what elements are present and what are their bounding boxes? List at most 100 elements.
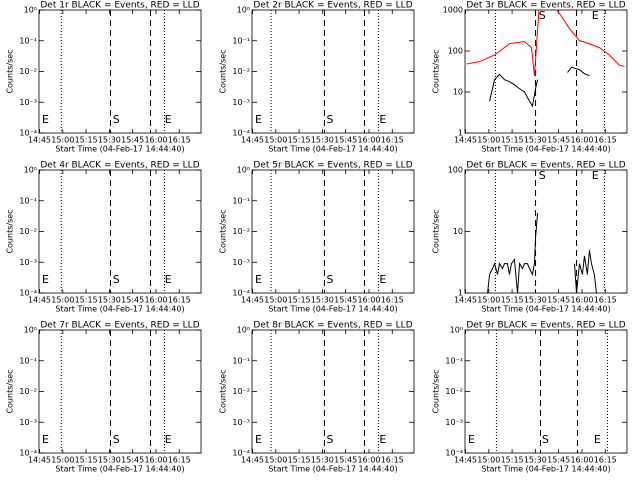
y-tick-label: 10⁻³: [232, 258, 250, 267]
marker-label: E: [255, 433, 262, 446]
plot-frame: [251, 169, 415, 294]
marker-label: E: [42, 113, 49, 126]
x-tick-label: 15:00: [51, 296, 74, 305]
x-tick-label: 15:15: [75, 456, 98, 465]
marker-label: E: [165, 433, 172, 446]
panel: Det 3r BLACK = Events, RED = LLD Start Ti…: [432, 1, 628, 154]
y-tick-label: 10⁻¹: [232, 36, 250, 45]
x-tick-label: 15:00: [477, 456, 500, 465]
x-axis-label: Start Time (04-Feb-17 14:44:40): [481, 145, 610, 154]
panel-title: Det 9r BLACK = Events, RED = LLD: [466, 321, 625, 331]
y-tick-label: 10⁻²: [19, 67, 37, 76]
marker-label: E: [165, 113, 172, 126]
marker-label: E: [594, 433, 601, 446]
plot-frame: [38, 169, 202, 294]
panel-title: Det 8r BLACK = Events, RED = LLD: [253, 321, 412, 331]
x-tick-label: 16:15: [168, 456, 191, 465]
marker-label: S: [539, 169, 546, 182]
marker-label: S: [327, 113, 334, 126]
y-axis-label: Counts/sec: [219, 49, 228, 93]
x-tick-label: 15:15: [501, 456, 524, 465]
y-tick-label: 10⁻³: [19, 98, 37, 107]
panel-title: Det 1r BLACK = Events, RED = LLD: [40, 1, 199, 11]
y-tick-label: 100: [448, 166, 463, 175]
x-tick-label: 15:15: [75, 296, 98, 305]
plot-frame: [38, 329, 202, 454]
x-tick-label: 15:45: [121, 296, 144, 305]
x-tick-label: 16:00: [144, 456, 167, 465]
panel-title: Det 3r BLACK = Events, RED = LLD: [466, 1, 625, 11]
x-tick-label: 15:15: [501, 136, 524, 145]
y-tick-label: 10⁻²: [232, 387, 250, 396]
x-axis-label: Start Time (04-Feb-17 14:44:40): [268, 465, 397, 474]
y-tick-label: 10⁻⁴: [19, 449, 37, 458]
x-tick-label: 16:15: [381, 456, 404, 465]
x-tick-label: 16:15: [168, 296, 191, 305]
x-tick-label: 15:15: [288, 296, 311, 305]
marker-label: E: [165, 273, 172, 286]
plot-frame: [38, 9, 202, 134]
marker-label: S: [113, 433, 120, 446]
y-tick-label: 10⁻⁴: [19, 129, 37, 138]
series-line: [489, 66, 590, 108]
x-tick-label: 14:45: [28, 136, 51, 145]
x-tick-label: 15:45: [121, 456, 144, 465]
marker-label: E: [379, 273, 386, 286]
marker-label: E: [379, 433, 386, 446]
x-tick-label: 16:00: [357, 296, 380, 305]
x-tick-label: 16:15: [381, 296, 404, 305]
y-tick-label: 10⁻²: [232, 67, 250, 76]
x-axis-label: Start Time (04-Feb-17 14:44:40): [55, 305, 184, 314]
x-tick-label: 14:45: [241, 136, 264, 145]
x-tick-label: 15:45: [334, 296, 357, 305]
plot-frame: [464, 329, 628, 454]
x-tick-label: 15:15: [288, 136, 311, 145]
panel-title: Det 7r BLACK = Events, RED = LLD: [40, 321, 199, 331]
panel: Det 5r BLACK = Events, RED = LLD Start Ti…: [219, 161, 415, 314]
x-tick-label: 15:00: [264, 296, 287, 305]
marker-label: S: [327, 273, 334, 286]
x-tick-label: 16:00: [144, 296, 167, 305]
y-tick-label: 1000: [443, 6, 463, 15]
y-tick-label: 10⁻⁴: [445, 449, 463, 458]
marker-label: E: [379, 113, 386, 126]
x-tick-label: 14:45: [28, 456, 51, 465]
x-tick-label: 14:45: [241, 296, 264, 305]
y-tick-label: 10⁻³: [232, 98, 250, 107]
x-tick-label: 16:00: [570, 136, 593, 145]
x-tick-label: 15:30: [311, 456, 334, 465]
y-axis-label: Counts/sec: [6, 49, 15, 93]
x-tick-label: 14:45: [454, 456, 477, 465]
panel: Det 4r BLACK = Events, RED = LLD Start Ti…: [6, 161, 202, 314]
panel-title: Det 4r BLACK = Events, RED = LLD: [40, 161, 199, 171]
marker-label: S: [113, 273, 120, 286]
y-tick-label: 10⁻³: [232, 418, 250, 427]
marker-label: E: [255, 113, 262, 126]
marker-label: S: [113, 113, 120, 126]
panel-title: Det 2r BLACK = Events, RED = LLD: [253, 1, 412, 11]
x-tick-label: 15:45: [334, 456, 357, 465]
x-axis-label: Start Time (04-Feb-17 14:44:40): [481, 305, 610, 314]
y-tick-label: 10⁰: [237, 6, 250, 15]
x-tick-label: 15:15: [288, 456, 311, 465]
x-tick-label: 15:45: [547, 456, 570, 465]
x-tick-label: 15:45: [121, 136, 144, 145]
x-tick-label: 15:45: [547, 296, 570, 305]
x-tick-label: 16:15: [381, 136, 404, 145]
panel: Det 2r BLACK = Events, RED = LLD Start Ti…: [219, 1, 415, 154]
marker-label: E: [42, 273, 49, 286]
marker-label: E: [468, 433, 475, 446]
panel: Det 9r BLACK = Events, RED = LLD Start Ti…: [432, 321, 628, 474]
panel: Det 7r BLACK = Events, RED = LLD Start Ti…: [6, 321, 202, 474]
x-tick-label: 15:30: [524, 136, 547, 145]
panel-title: Det 6r BLACK = Events, RED = LLD: [466, 161, 625, 171]
x-tick-label: 16:00: [357, 136, 380, 145]
y-tick-label: 10⁻⁴: [232, 129, 250, 138]
x-axis-label: Start Time (04-Feb-17 14:44:40): [481, 465, 610, 474]
y-tick-label: 10⁰: [237, 326, 250, 335]
y-axis-label: Counts/sec: [6, 369, 15, 413]
x-tick-label: 15:00: [51, 136, 74, 145]
x-axis-label: Start Time (04-Feb-17 14:44:40): [55, 145, 184, 154]
y-tick-label: 10⁰: [24, 326, 37, 335]
